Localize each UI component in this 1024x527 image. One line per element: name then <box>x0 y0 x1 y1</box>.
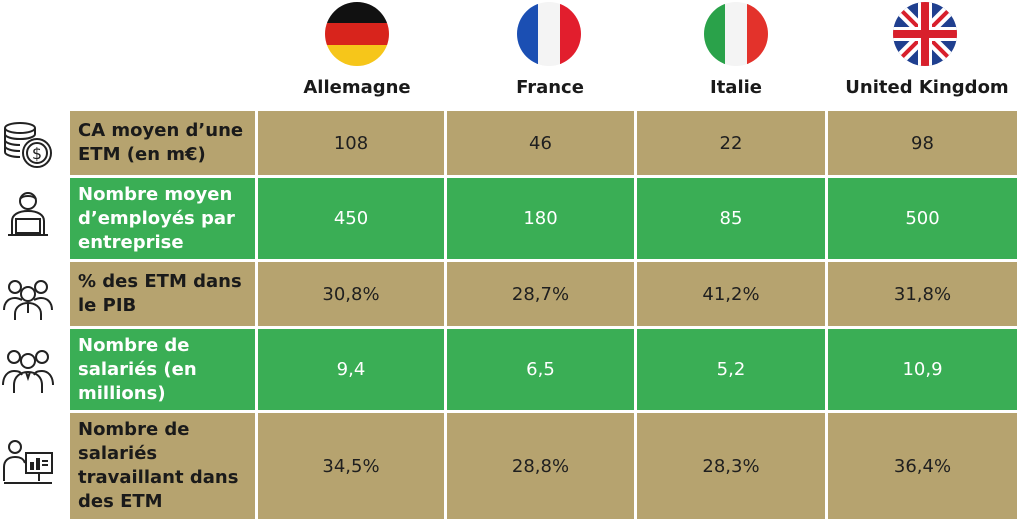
coins-dollar-icon: $ <box>2 118 54 170</box>
country-header-italy: Italie <box>710 77 762 98</box>
cell-germany: 9,4 <box>258 329 444 410</box>
cell-italy: 85 <box>637 178 825 259</box>
team-people-icon <box>2 343 54 395</box>
cell-italy: 22 <box>637 111 825 175</box>
table-row: Nombre moyen d’employés par entreprise 4… <box>70 178 1020 259</box>
france-flag <box>516 1 582 67</box>
cell-france: 28,8% <box>447 413 634 519</box>
table-row: Nombre de salariés (en millions) 9,4 6,5… <box>70 329 1020 410</box>
table-row: CA moyen d’une ETM (en m€) 108 46 22 98 <box>70 111 1020 175</box>
employee-laptop-icon <box>2 189 54 241</box>
cell-italy: 28,3% <box>637 413 825 519</box>
cell-germany: 108 <box>258 111 444 175</box>
cell-germany: 34,5% <box>258 413 444 519</box>
cell-france: 180 <box>447 178 634 259</box>
row-label: Nombre de salariés (en millions) <box>70 329 255 410</box>
table-row: Nombre de salariés travaillant dans des … <box>70 413 1020 519</box>
cell-italy: 41,2% <box>637 262 825 326</box>
cell-uk: 10,9 <box>828 329 1017 410</box>
cell-uk: 98 <box>828 111 1017 175</box>
cell-uk: 500 <box>828 178 1017 259</box>
germany-flag <box>324 1 390 67</box>
group-people-icon <box>2 270 54 322</box>
presenter-board-icon <box>2 437 54 489</box>
cell-uk: 36,4% <box>828 413 1017 519</box>
row-label: Nombre moyen d’employés par entreprise <box>70 178 255 259</box>
cell-germany: 30,8% <box>258 262 444 326</box>
country-header-france: France <box>516 77 584 98</box>
cell-germany: 450 <box>258 178 444 259</box>
cell-italy: 5,2 <box>637 329 825 410</box>
row-label: % des ETM dans le PIB <box>70 262 255 326</box>
table-row: % des ETM dans le PIB 30,8% 28,7% 41,2% … <box>70 262 1020 326</box>
cell-france: 46 <box>447 111 634 175</box>
cell-uk: 31,8% <box>828 262 1017 326</box>
cell-france: 28,7% <box>447 262 634 326</box>
cell-france: 6,5 <box>447 329 634 410</box>
row-label: CA moyen d’une ETM (en m€) <box>70 111 255 175</box>
uk-flag <box>892 1 958 67</box>
row-label: Nombre de salariés travaillant dans des … <box>70 413 255 519</box>
svg-text:$: $ <box>32 144 42 163</box>
country-header-uk: United Kingdom <box>845 77 1009 98</box>
country-header-germany: Allemagne <box>303 77 411 98</box>
italy-flag <box>703 1 769 67</box>
